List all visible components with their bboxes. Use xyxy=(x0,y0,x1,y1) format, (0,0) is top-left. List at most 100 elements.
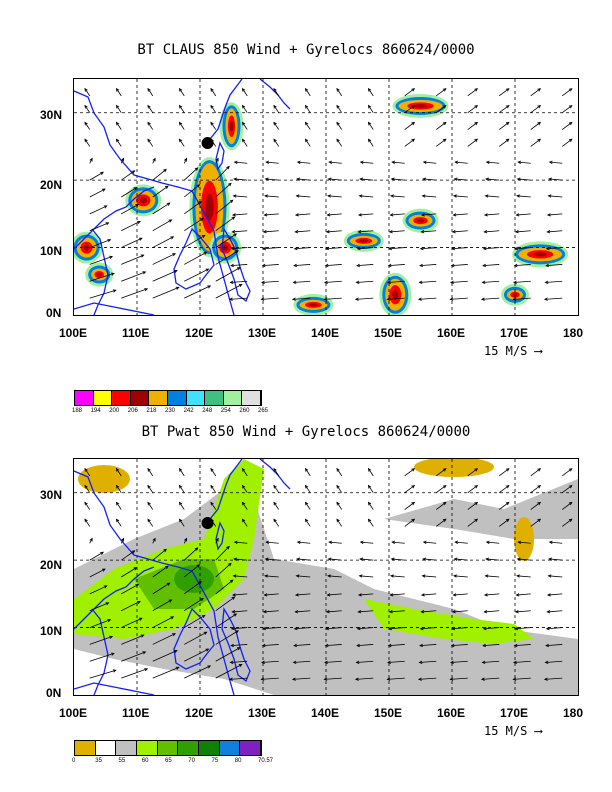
panel1-wind-arrowhead xyxy=(115,87,120,92)
panel2-wind-arrow xyxy=(294,627,311,630)
coastline-5 xyxy=(173,607,215,670)
panel2-wind-arrow xyxy=(242,485,248,493)
panel1-wind-arrow xyxy=(530,122,541,130)
panel1-wind-arrow xyxy=(263,247,279,250)
panel1-wind-arrowhead xyxy=(336,121,340,126)
panel1-wind-arrow xyxy=(392,161,405,164)
panel2-wind-arrowhead xyxy=(482,643,486,648)
panel1-wind-arrow xyxy=(436,105,447,114)
panel1-wind-arrowhead xyxy=(480,297,485,301)
panel2-wind-arrowhead xyxy=(295,574,300,578)
panel2-wind-arrowhead xyxy=(516,574,520,578)
panel2-wind-arrowhead xyxy=(291,677,296,681)
panel1-wind-arrowhead xyxy=(215,157,219,162)
panel2-wind-arrowhead xyxy=(241,484,246,489)
panel1-wind-arrowhead xyxy=(84,104,88,109)
panel2-wind-arrow xyxy=(242,519,248,527)
panel2-wind-arrow xyxy=(515,627,531,630)
panel2-wind-arrowhead xyxy=(354,677,359,681)
panel2-wind-arrow xyxy=(357,644,374,647)
panel2-wind-arrow xyxy=(84,519,91,527)
panel2-wind-arrowhead xyxy=(103,585,108,589)
panel1-wind-arrowhead xyxy=(325,246,330,251)
lat-label-10n: 10N xyxy=(40,244,63,258)
panel2-wind-arrow xyxy=(89,551,104,561)
panel1-wind-arrow xyxy=(324,280,342,283)
coastline-2 xyxy=(209,459,243,520)
panel1-wind-arrowhead xyxy=(356,246,361,251)
panel1-wind-arrow xyxy=(404,122,415,130)
panel2-wind-arrowhead xyxy=(517,540,522,544)
panel2-wind-arrow xyxy=(266,541,279,544)
panel2-wind-arrow xyxy=(454,558,468,561)
panel1-wind-arrowhead xyxy=(262,246,267,251)
panel1-wind-arrowhead xyxy=(485,160,490,164)
panel2-wind-arrow xyxy=(421,593,437,596)
panel1-wind-arrow xyxy=(305,122,311,130)
panel1-wind-arrow xyxy=(294,264,311,267)
panel2-wind-arrowhead xyxy=(391,540,396,544)
panel2-wind-arrow xyxy=(513,660,531,663)
panel2-wind-arrow xyxy=(450,660,468,663)
lat-label-30n-2: 30N xyxy=(40,488,63,502)
lon-label: 140E xyxy=(311,706,340,720)
panel2-wind-arrow xyxy=(436,468,447,477)
panel2-wind-arrow xyxy=(147,502,154,510)
panel1-wind-arrow xyxy=(387,280,405,283)
panel1-wind-arrowhead xyxy=(140,254,145,258)
panel1-wind-arrow xyxy=(121,288,148,299)
panel2-wind-arrow xyxy=(89,636,113,645)
panel2-wind-arrowhead xyxy=(203,631,208,635)
panel2-wind-arrow xyxy=(355,677,374,680)
panel1-wind-arrowhead xyxy=(84,138,88,143)
panel1-wind-arrow xyxy=(419,280,437,283)
panel1-wind-arrow xyxy=(242,88,248,97)
coastline-2 xyxy=(209,79,243,140)
panel1-wind-arrow xyxy=(261,280,279,283)
panel2-wind-arrowhead xyxy=(264,557,269,561)
panel2-wind-arrow xyxy=(358,610,374,613)
panel1-wind-arrowhead xyxy=(328,160,333,164)
coastline-3 xyxy=(215,141,225,171)
panel2-wind-arrowhead xyxy=(201,614,206,619)
panel2-wind-arrow xyxy=(530,485,541,494)
panel1-wind-arrow xyxy=(391,178,405,181)
panel2-wind-arrowhead xyxy=(387,660,391,664)
panel1-wind-arrow xyxy=(292,297,311,300)
panel2-wind-arrowhead xyxy=(231,610,236,614)
panel1-wind-arrow xyxy=(483,264,500,267)
panel2-wind-arrow xyxy=(358,593,374,596)
panel1-wind-arrowhead xyxy=(545,246,550,251)
panel1-wind-arrow xyxy=(484,213,500,216)
lon-label: 100E xyxy=(59,706,88,720)
panel2-wind-arrow xyxy=(329,541,342,544)
lat-label-10n-2: 10N xyxy=(40,624,63,638)
panel1-title: BT CLAUS 850 Wind + Gyrelocs 860624/0000 xyxy=(137,42,475,58)
lon-label: 160E xyxy=(437,706,466,720)
panel2-wind-arrowhead xyxy=(474,518,479,523)
panel2-wind-arrowhead xyxy=(172,633,177,637)
panel1-wind-arrow xyxy=(152,236,174,248)
panel2-wind-arrow xyxy=(296,575,311,578)
panel2-wind-arrow xyxy=(562,468,573,477)
panel1-wind-arrow xyxy=(324,297,342,300)
panel2-wind-arrow xyxy=(184,665,211,679)
panel1-wind-arrow xyxy=(358,230,374,233)
panel2-wind-arrow xyxy=(530,502,541,510)
panel2-wind-arrowhead xyxy=(323,677,328,681)
panel2-wind-arrow xyxy=(486,558,500,561)
panel2-wind-arrow xyxy=(451,644,468,647)
panel2-wind-arrow xyxy=(391,558,405,561)
panel2-wind-arrow xyxy=(215,546,230,561)
panel1-wind-arrow xyxy=(548,195,563,198)
panel1-wind-arrow xyxy=(147,122,154,130)
panel1-wind-arrow xyxy=(357,247,374,250)
panel2-wind-arrowhead xyxy=(442,484,447,489)
panel2-wind-arrow xyxy=(420,644,437,647)
panel1-wind-arrow xyxy=(215,216,235,232)
panel2-wind-arrow xyxy=(530,468,541,477)
panel2-wind-arrowhead xyxy=(505,518,510,523)
panel2-wind-arrowhead xyxy=(293,626,298,631)
panel1-wind-arrow xyxy=(360,161,374,164)
panel1-wind-arrow xyxy=(297,178,311,181)
